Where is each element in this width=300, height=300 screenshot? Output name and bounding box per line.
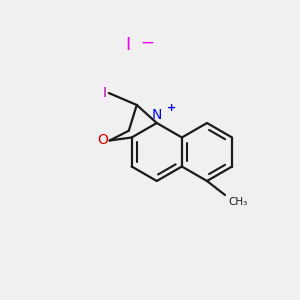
Text: I: I	[125, 36, 130, 54]
Text: −: −	[140, 34, 154, 52]
Text: +: +	[167, 103, 176, 113]
Text: N: N	[152, 108, 162, 122]
Text: CH₃: CH₃	[228, 197, 247, 207]
Text: O: O	[97, 134, 108, 148]
Text: I: I	[103, 86, 107, 100]
